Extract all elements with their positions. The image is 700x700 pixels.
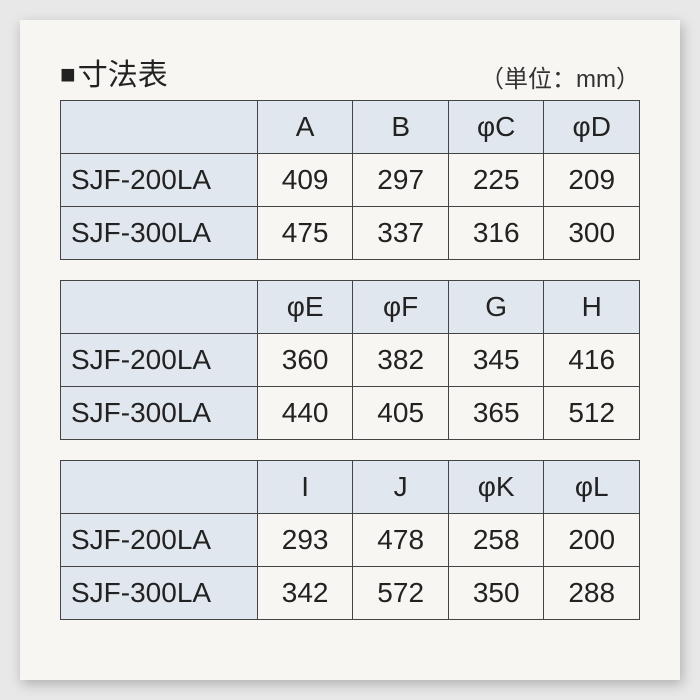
header-blank xyxy=(61,461,258,514)
value-cell: 405 xyxy=(353,387,449,440)
value-cell: 475 xyxy=(257,207,353,260)
value-cell: 350 xyxy=(448,567,544,620)
header-cell: φE xyxy=(257,281,353,334)
value-cell: 342 xyxy=(257,567,353,620)
model-cell: SJF-300LA xyxy=(61,567,258,620)
dimension-table-3: I J φK φL SJF-200LA 293 478 258 200 SJF-… xyxy=(60,460,640,620)
value-cell: 512 xyxy=(544,387,640,440)
header-cell: A xyxy=(257,101,353,154)
title-marker: ■ xyxy=(60,59,76,89)
value-cell: 416 xyxy=(544,334,640,387)
table-row: SJF-300LA 342 572 350 288 xyxy=(61,567,640,620)
dimension-table-2: φE φF G H SJF-200LA 360 382 345 416 SJF-… xyxy=(60,280,640,440)
table-header-row: I J φK φL xyxy=(61,461,640,514)
dimension-table-1: A B φC φD SJF-200LA 409 297 225 209 SJF-… xyxy=(60,100,640,260)
header-cell: φC xyxy=(448,101,544,154)
value-cell: 288 xyxy=(544,567,640,620)
model-cell: SJF-300LA xyxy=(61,387,258,440)
table-row: SJF-300LA 440 405 365 512 xyxy=(61,387,640,440)
value-cell: 345 xyxy=(448,334,544,387)
value-cell: 478 xyxy=(353,514,449,567)
header-cell: G xyxy=(448,281,544,334)
value-cell: 200 xyxy=(544,514,640,567)
value-cell: 440 xyxy=(257,387,353,440)
model-cell: SJF-200LA xyxy=(61,514,258,567)
model-cell: SJF-200LA xyxy=(61,154,258,207)
title-text: 寸法表 xyxy=(78,59,168,92)
header-cell: φD xyxy=(544,101,640,154)
header-cell: B xyxy=(353,101,449,154)
dimension-sheet: ■寸法表 （単位：mm） A B φC φD SJF-200LA 409 297… xyxy=(20,20,680,680)
table-row: SJF-200LA 293 478 258 200 xyxy=(61,514,640,567)
header-cell: φK xyxy=(448,461,544,514)
value-cell: 337 xyxy=(353,207,449,260)
model-cell: SJF-200LA xyxy=(61,334,258,387)
value-cell: 360 xyxy=(257,334,353,387)
header-cell: H xyxy=(544,281,640,334)
title-row: ■寸法表 （単位：mm） xyxy=(60,50,640,94)
table-row: SJF-200LA 409 297 225 209 xyxy=(61,154,640,207)
value-cell: 409 xyxy=(257,154,353,207)
value-cell: 572 xyxy=(353,567,449,620)
value-cell: 300 xyxy=(544,207,640,260)
header-cell: I xyxy=(257,461,353,514)
table-header-row: φE φF G H xyxy=(61,281,640,334)
model-cell: SJF-300LA xyxy=(61,207,258,260)
value-cell: 209 xyxy=(544,154,640,207)
value-cell: 293 xyxy=(257,514,353,567)
table-row: SJF-300LA 475 337 316 300 xyxy=(61,207,640,260)
page-title: ■寸法表 xyxy=(60,50,168,94)
header-blank xyxy=(61,281,258,334)
value-cell: 297 xyxy=(353,154,449,207)
value-cell: 316 xyxy=(448,207,544,260)
header-cell: φF xyxy=(353,281,449,334)
header-cell: φL xyxy=(544,461,640,514)
table-row: SJF-200LA 360 382 345 416 xyxy=(61,334,640,387)
header-cell: J xyxy=(353,461,449,514)
value-cell: 225 xyxy=(448,154,544,207)
value-cell: 382 xyxy=(353,334,449,387)
value-cell: 258 xyxy=(448,514,544,567)
unit-label: （単位：mm） xyxy=(480,59,640,94)
table-header-row: A B φC φD xyxy=(61,101,640,154)
value-cell: 365 xyxy=(448,387,544,440)
header-blank xyxy=(61,101,258,154)
